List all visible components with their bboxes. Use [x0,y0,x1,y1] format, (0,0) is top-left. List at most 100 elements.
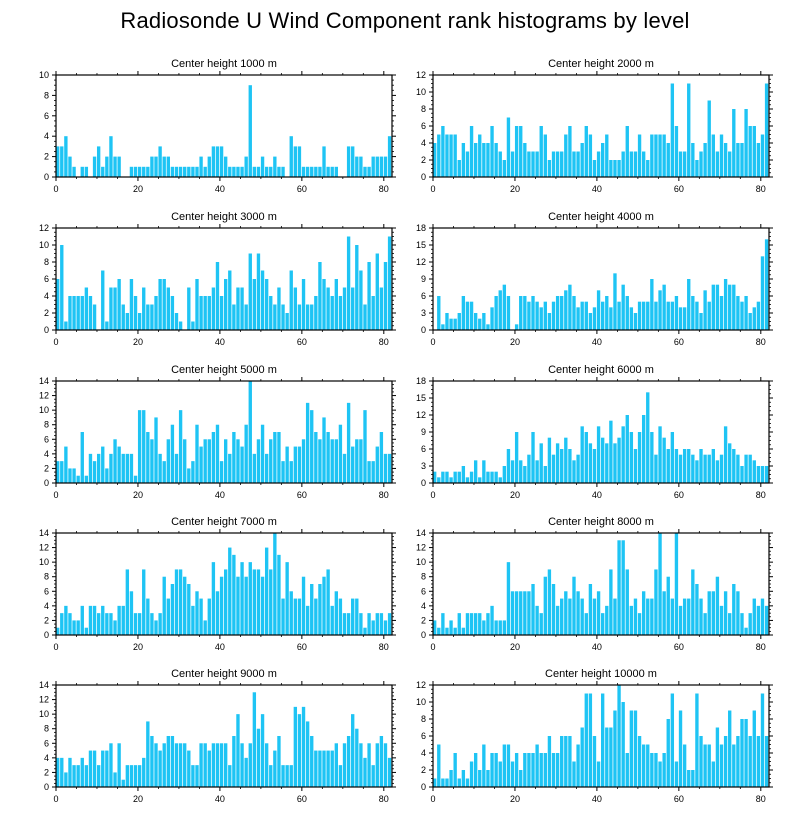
histogram-bar [588,693,593,787]
histogram-bar [305,166,310,177]
histogram-bar [387,613,392,635]
x-tick-label: 20 [133,794,143,804]
histogram-bar [601,613,605,635]
histogram-bar [277,554,281,635]
histogram-bar [244,424,248,483]
y-tick-label: 0 [421,172,426,182]
histogram-bar [133,765,138,787]
histogram-bar [641,301,646,330]
histogram-bar [154,743,158,787]
histogram-bar [379,287,384,330]
histogram-bar [133,296,138,330]
histogram-bar [248,381,252,483]
histogram-bar [441,778,445,787]
histogram-bar [269,439,273,483]
histogram-bar [326,569,330,635]
histogram-bar [338,424,343,483]
histogram-bar [596,761,601,787]
x-tick-label: 80 [756,490,766,500]
histogram-bar [576,151,580,177]
histogram-bar [207,439,211,483]
x-tick-label: 0 [430,337,435,347]
histogram-bar [715,151,720,177]
histogram-bar [174,453,179,483]
histogram-bar [56,627,60,635]
histogram-panel: Center height 7000 m 0 2 4 6 8 10 12 14 0 20 40 60 80 [39,516,396,652]
histogram-bar [244,757,248,787]
histogram-bar [92,461,97,483]
x-tick-label: 60 [674,490,684,500]
histogram-bar [256,439,261,483]
histogram-bar [711,284,715,330]
y-tick-label: 6 [421,291,426,301]
histogram-bar [322,279,326,330]
histogram-bar [137,166,142,177]
histogram-bar [346,236,351,330]
histogram-bar [367,166,371,177]
histogram-bar [244,304,248,330]
histogram-bar [543,134,547,177]
y-tick-label: 12 [39,391,49,401]
histogram-bar [150,439,154,483]
histogram-bar [674,126,679,177]
histogram-bar [629,432,634,483]
x-tick-label: 20 [133,642,143,652]
y-tick-label: 10 [39,70,49,80]
histogram-bar [469,761,474,787]
histogram-bar [699,449,703,483]
histogram-bar [682,151,687,177]
histogram-bar [744,627,748,635]
histogram-bar [367,743,371,787]
histogram-bar [371,461,375,483]
y-tick-label: 8 [421,572,426,582]
x-tick-label: 40 [215,184,225,194]
histogram-bar [228,166,232,177]
histogram-bar [523,143,527,177]
histogram-bar [625,296,629,330]
histogram-bar [523,753,527,787]
histogram-bar [461,627,466,635]
histogram-bar [519,126,523,177]
histogram-panel: Center height 4000 m 0 3 6 9 12 15 18 0 20 40 60 80 [416,211,773,347]
histogram-bar [236,576,240,635]
x-tick-label: 60 [674,794,684,804]
histogram-bar [494,143,498,177]
y-tick-label: 8 [44,420,49,430]
histogram-bar [756,301,761,330]
x-tick-label: 20 [510,337,520,347]
histogram-bar [703,290,707,330]
histogram-bar [248,562,252,635]
histogram-panel: Center height 8000 m 0 2 4 6 8 10 12 14 0 20 40 60 80 [416,516,773,652]
histogram-bar [486,613,490,635]
histogram-bar [764,239,769,330]
histogram-bar [723,426,728,483]
histogram-bar [273,750,277,787]
histogram-bar [346,613,351,635]
y-tick-label: 10 [416,697,426,707]
histogram-bar [330,439,334,483]
histogram-bar [129,765,134,787]
histogram-bar [478,318,482,330]
y-tick-label: 6 [44,434,49,444]
histogram-bar [101,750,105,787]
y-tick-label: 8 [44,572,49,582]
y-tick-label: 10 [39,709,49,719]
histogram-bar [707,744,711,787]
histogram-bar [613,160,617,177]
y-tick-label: 8 [44,257,49,267]
histogram-bar [555,443,560,483]
histogram-bar [662,284,666,330]
histogram-bar [461,143,466,177]
y-tick-label: 6 [421,121,426,131]
histogram-bar [510,591,515,635]
histogram-bar [658,134,662,177]
histogram-bar [211,562,216,635]
histogram-bar [736,143,740,177]
histogram-bar [387,757,392,787]
histogram-bar [383,453,388,483]
y-tick-label: 6 [44,111,49,121]
histogram-bar [170,584,175,635]
histogram-bar [80,757,84,787]
histogram-bar [752,598,756,635]
x-tick-label: 60 [297,642,307,652]
